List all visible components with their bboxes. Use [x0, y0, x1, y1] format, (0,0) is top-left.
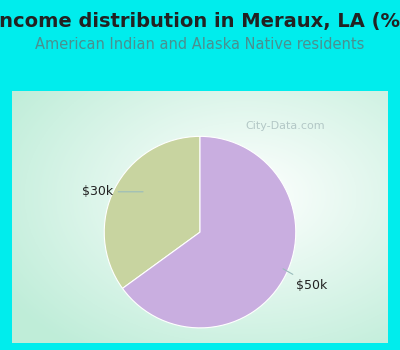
- Wedge shape: [122, 136, 296, 328]
- Text: City-Data.com: City-Data.com: [245, 121, 325, 131]
- Text: American Indian and Alaska Native residents: American Indian and Alaska Native reside…: [35, 37, 365, 52]
- Text: $50k: $50k: [283, 269, 327, 292]
- Text: Income distribution in Meraux, LA (%): Income distribution in Meraux, LA (%): [0, 12, 400, 31]
- Wedge shape: [104, 136, 200, 288]
- Text: $30k: $30k: [82, 185, 143, 198]
